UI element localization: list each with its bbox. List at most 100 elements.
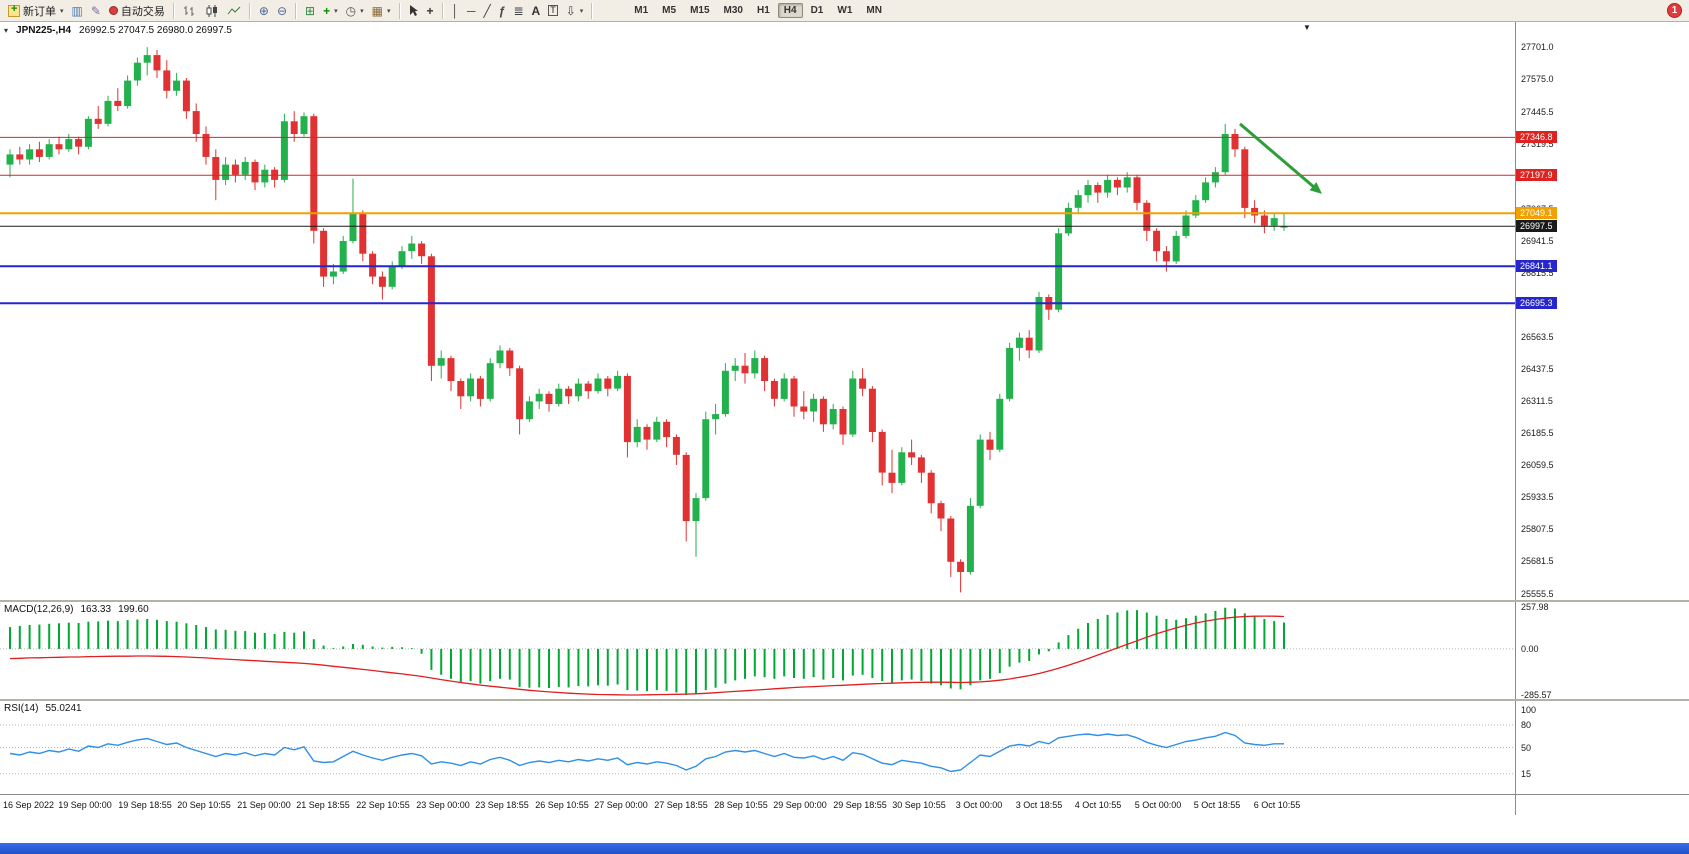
time-tick: 27 Sep 00:00 bbox=[594, 800, 648, 810]
horizontal-line-icon: ─ bbox=[467, 3, 476, 18]
macd-name: MACD(12,26,9) bbox=[4, 604, 74, 615]
timeframe-H1-button[interactable]: H1 bbox=[751, 3, 776, 18]
time-tick: 23 Sep 00:00 bbox=[416, 800, 470, 810]
templates-button[interactable]: ▦ ▾ bbox=[368, 1, 395, 20]
timeframe-W1-button[interactable]: W1 bbox=[831, 3, 858, 18]
shapes-button[interactable]: ≣ bbox=[509, 1, 527, 20]
horizontal-line-button[interactable]: ─ bbox=[463, 1, 480, 20]
price-tick: 25933.5 bbox=[1521, 492, 1554, 502]
time-tick: 3 Oct 00:00 bbox=[955, 800, 1003, 810]
macd-chart[interactable] bbox=[0, 602, 1515, 699]
candle-chart-button[interactable] bbox=[201, 1, 223, 20]
time-tick: 3 Oct 18:55 bbox=[1015, 800, 1063, 810]
market-watch-button[interactable]: ▥ bbox=[68, 1, 87, 20]
price-line-tag: 27197.9 bbox=[1516, 169, 1557, 181]
fibonacci-button[interactable]: ƒ bbox=[495, 1, 510, 20]
crosshair-button[interactable]: + bbox=[423, 1, 438, 20]
timeframe-M5-button[interactable]: M5 bbox=[656, 3, 682, 18]
indicators-button[interactable]: + ▾ bbox=[319, 1, 342, 20]
candlestick-chart[interactable] bbox=[0, 22, 1515, 600]
time-tick: 19 Sep 00:00 bbox=[58, 800, 112, 810]
main-chart-pane: ▾ JPN225-,H4 26992.5 27047.5 26980.0 269… bbox=[0, 22, 1689, 600]
cursor-icon bbox=[409, 4, 418, 16]
zoom-out-button[interactable]: ⊖ bbox=[273, 1, 291, 20]
macd-axis[interactable]: 257.98 0.00 -285.57 bbox=[1515, 602, 1689, 699]
arrows-button[interactable]: ⇩ ▾ bbox=[562, 1, 588, 20]
time-tick: 28 Sep 10:55 bbox=[714, 800, 768, 810]
chart-shift-icon[interactable]: ▼ bbox=[1303, 23, 1311, 32]
toolbar-separator bbox=[295, 2, 298, 19]
line-chart-button[interactable] bbox=[223, 1, 245, 20]
rsi-name: RSI(14) bbox=[4, 703, 39, 714]
toolbar-separator bbox=[172, 2, 175, 19]
price-tick: 26815.5 bbox=[1521, 268, 1554, 278]
timeframe-MN-button[interactable]: MN bbox=[860, 3, 888, 18]
macd-label: MACD(12,26,9) 163.33 199.60 bbox=[4, 604, 149, 615]
time-tick: 20 Sep 10:55 bbox=[177, 800, 231, 810]
timeframe-M15-button[interactable]: M15 bbox=[684, 3, 715, 18]
clock-icon: ◷ bbox=[345, 3, 357, 18]
bar-chart-button[interactable] bbox=[179, 1, 201, 20]
price-tick: 26437.5 bbox=[1521, 364, 1554, 374]
price-tick: 26185.5 bbox=[1521, 428, 1554, 438]
indicators-plus-icon: + bbox=[323, 3, 331, 18]
rsi-value: 55.0241 bbox=[45, 703, 82, 714]
rsi-tick: 80 bbox=[1521, 720, 1532, 730]
rsi-tick: 50 bbox=[1521, 743, 1532, 753]
chart-header: ▾ JPN225-,H4 26992.5 27047.5 26980.0 269… bbox=[4, 25, 232, 36]
rsi-tick: 100 bbox=[1521, 705, 1537, 715]
rsi-chart[interactable] bbox=[0, 701, 1515, 794]
notification-badge[interactable]: 1 bbox=[1667, 3, 1682, 18]
price-line-tag: 26841.1 bbox=[1516, 260, 1557, 272]
trendline-icon: ╱ bbox=[483, 3, 491, 18]
price-axis[interactable]: 27701.027575.027445.527319.527193.527067… bbox=[1515, 22, 1689, 600]
toolbar-separator bbox=[441, 2, 444, 19]
timeframe-M30-button[interactable]: M30 bbox=[718, 3, 749, 18]
auto-trading-label: 自动交易 bbox=[120, 5, 165, 18]
shapes-icon: ≣ bbox=[513, 3, 524, 18]
auto-trading-button[interactable]: 自动交易 bbox=[105, 1, 169, 20]
timeframe-D1-button[interactable]: D1 bbox=[805, 3, 830, 18]
vertical-line-button[interactable]: │ bbox=[448, 1, 464, 20]
macd-main-value: 163.33 bbox=[80, 604, 112, 615]
chart-context-icon[interactable]: ▾ bbox=[4, 26, 9, 35]
taskbar[interactable] bbox=[0, 843, 1689, 854]
macd-tick: 257.98 bbox=[1521, 602, 1549, 612]
template-icon: ▦ bbox=[371, 3, 383, 18]
time-tick: 5 Oct 00:00 bbox=[1134, 800, 1182, 810]
price-tick: 26563.5 bbox=[1521, 332, 1554, 342]
price-tick: 26311.5 bbox=[1521, 396, 1553, 406]
price-tick: 26941.5 bbox=[1521, 236, 1554, 246]
rsi-axis[interactable]: 100 80 50 15 bbox=[1515, 701, 1689, 794]
fibonacci-icon: ƒ bbox=[498, 3, 506, 18]
text-icon: A bbox=[531, 3, 541, 18]
chevron-down-icon: ▾ bbox=[334, 7, 338, 15]
toolbar-separator bbox=[248, 2, 251, 19]
rsi-tick: 15 bbox=[1521, 769, 1532, 779]
tile-windows-button[interactable]: ⊞ bbox=[301, 1, 319, 20]
time-tick: 30 Sep 10:55 bbox=[892, 800, 946, 810]
price-tick: 27445.5 bbox=[1521, 107, 1554, 117]
time-tick: 5 Oct 18:55 bbox=[1193, 800, 1241, 810]
periods-button[interactable]: ◷ ▾ bbox=[342, 1, 368, 20]
time-tick: 6 Oct 10:55 bbox=[1253, 800, 1301, 810]
timeframe-M1-button[interactable]: M1 bbox=[628, 3, 654, 18]
time-tick: 27 Sep 18:55 bbox=[654, 800, 708, 810]
new-order-label: 新订单 bbox=[23, 5, 56, 18]
zoom-in-button[interactable]: ⊕ bbox=[255, 1, 273, 20]
chart-symbol-period: JPN225-,H4 bbox=[16, 25, 72, 36]
time-axis[interactable]: 16 Sep 2022 19 Sep 00:00 19 Sep 18:55 20 Se… bbox=[0, 794, 1689, 815]
text-button[interactable]: A bbox=[528, 1, 545, 20]
price-tick: 27701.0 bbox=[1521, 42, 1554, 52]
time-tick: 23 Sep 18:55 bbox=[475, 800, 529, 810]
price-tick: 26059.5 bbox=[1521, 460, 1554, 470]
trendline-button[interactable]: ╱ bbox=[480, 1, 495, 20]
metaeditor-button[interactable]: ✎ bbox=[87, 1, 105, 20]
time-tick: 21 Sep 18:55 bbox=[296, 800, 350, 810]
rsi-label: RSI(14) 55.0241 bbox=[4, 703, 82, 714]
timeframe-H4-button[interactable]: H4 bbox=[777, 3, 803, 18]
new-order-button[interactable]: 新订单 ▾ bbox=[4, 1, 68, 20]
price-tick: 25807.5 bbox=[1521, 524, 1554, 534]
label-button[interactable]: T bbox=[544, 1, 562, 20]
cursor-button[interactable] bbox=[405, 1, 423, 20]
